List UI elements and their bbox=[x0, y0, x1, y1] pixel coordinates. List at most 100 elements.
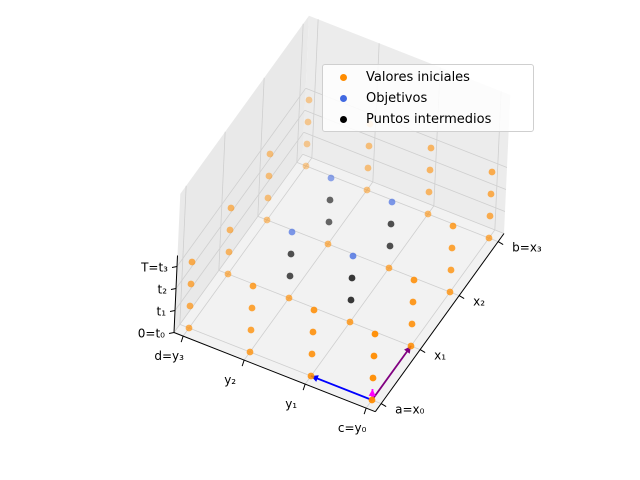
point-initial bbox=[408, 320, 416, 328]
point-intermediate bbox=[386, 242, 394, 250]
point-initial bbox=[308, 350, 316, 358]
point-initial bbox=[187, 280, 195, 288]
arrow-shaft bbox=[371, 345, 412, 401]
tick-labels: a=x₀ x₁ x₂ b=x₃ c=y₀ y₁ y₂ d=y₃ 0=t₀ t₁ t₂ T=t₃ bbox=[138, 241, 542, 436]
data-points bbox=[185, 96, 496, 404]
point-initial bbox=[225, 248, 233, 256]
point-initial bbox=[368, 396, 376, 404]
legend-label: Puntos intermedios bbox=[366, 111, 492, 127]
x-tick-label: b=x₃ bbox=[512, 241, 542, 255]
y-tick-mark bbox=[302, 383, 306, 391]
z-tick-mark bbox=[169, 310, 176, 312]
legend-item-valores-iniciales: Valores iniciales bbox=[323, 67, 470, 87]
y-tick-label: c=y₀ bbox=[338, 421, 367, 435]
z-tick-label: 0=t₀ bbox=[138, 327, 165, 341]
point-initial bbox=[266, 150, 274, 158]
point-initial bbox=[224, 270, 232, 278]
point-target bbox=[288, 228, 296, 236]
grid-line-z bbox=[175, 110, 306, 289]
point-initial bbox=[424, 210, 432, 218]
grid-line-z bbox=[302, 153, 505, 234]
axis-lines bbox=[168, 233, 505, 415]
legend-label: Objetivos bbox=[366, 90, 428, 106]
arrow-shaft bbox=[310, 375, 373, 401]
y-tick-mark bbox=[180, 335, 184, 343]
point-initial bbox=[186, 302, 194, 310]
point-intermediate bbox=[387, 220, 395, 228]
back-wall-pane bbox=[174, 15, 309, 333]
z-tick-label: T=t₃ bbox=[140, 261, 168, 275]
point-initial bbox=[488, 168, 496, 176]
point-initial bbox=[226, 226, 234, 234]
point-initial bbox=[248, 304, 256, 312]
point-intermediate bbox=[348, 274, 356, 282]
point-initial bbox=[385, 264, 393, 272]
y-tick-mark bbox=[363, 407, 367, 415]
point-initial bbox=[246, 348, 254, 356]
point-initial bbox=[264, 194, 272, 202]
x-axis-line bbox=[374, 233, 505, 412]
point-target bbox=[327, 174, 335, 182]
grid-line-y bbox=[243, 181, 374, 361]
point-initial bbox=[247, 326, 255, 334]
z-tick-mark bbox=[168, 332, 175, 334]
point-initial bbox=[324, 240, 332, 248]
point-initial bbox=[487, 190, 495, 198]
point-initial bbox=[304, 118, 312, 126]
x-tick-mark bbox=[458, 295, 465, 300]
arrow-head bbox=[368, 389, 376, 397]
y-tick-label: y₁ bbox=[285, 397, 297, 411]
point-initial bbox=[370, 352, 378, 360]
point-initial bbox=[303, 140, 311, 148]
z-tick-label: t₂ bbox=[157, 283, 167, 297]
point-initial bbox=[409, 298, 417, 306]
point-intermediate bbox=[287, 250, 295, 258]
point-initial bbox=[364, 164, 372, 172]
point-initial bbox=[449, 222, 457, 230]
point-initial bbox=[371, 330, 379, 338]
grid-line-z bbox=[173, 154, 304, 333]
point-target bbox=[388, 198, 396, 206]
point-initial bbox=[285, 294, 293, 302]
grid-line-z bbox=[176, 88, 307, 267]
grid-line-y bbox=[304, 205, 435, 385]
z-tick-mark bbox=[171, 266, 178, 268]
point-initial bbox=[363, 186, 371, 194]
point-initial bbox=[227, 204, 235, 212]
legend-marker-black bbox=[340, 115, 347, 123]
point-target bbox=[349, 252, 357, 260]
grid-line-wall bbox=[296, 23, 304, 163]
point-initial bbox=[249, 282, 257, 290]
legend-label: Valores iniciales bbox=[366, 69, 470, 85]
grid-line-wall bbox=[311, 19, 319, 158]
x-tick-label: x₂ bbox=[473, 295, 485, 309]
point-initial bbox=[485, 234, 493, 242]
y-axis-line bbox=[173, 332, 376, 413]
point-intermediate bbox=[347, 296, 355, 304]
grid-line-wall bbox=[179, 185, 187, 325]
point-initial bbox=[365, 142, 373, 150]
z-tick-label: t₁ bbox=[156, 305, 166, 319]
x-tick-mark bbox=[497, 241, 504, 246]
point-initial bbox=[447, 266, 455, 274]
y-tick-mark bbox=[241, 359, 245, 367]
grid-line-z bbox=[174, 132, 305, 311]
y-tick-label: d=y₃ bbox=[154, 349, 184, 363]
point-initial bbox=[265, 172, 273, 180]
point-intermediate bbox=[325, 218, 333, 226]
z-axis-line bbox=[173, 255, 178, 333]
point-initial bbox=[369, 374, 377, 382]
point-initial bbox=[426, 166, 434, 174]
point-intermediate bbox=[326, 196, 334, 204]
z-tick-mark bbox=[170, 288, 177, 290]
grid-line-wall bbox=[218, 131, 226, 271]
x-tick-label: x₁ bbox=[434, 349, 446, 363]
x-tick-mark bbox=[419, 349, 426, 354]
point-initial bbox=[346, 318, 354, 326]
y-tick-label: y₂ bbox=[224, 373, 236, 387]
legend: Valores iniciales Objetivos Puntos inter… bbox=[322, 64, 534, 132]
point-initial bbox=[486, 212, 494, 220]
point-initial bbox=[410, 276, 418, 284]
legend-marker-orange bbox=[340, 73, 347, 81]
